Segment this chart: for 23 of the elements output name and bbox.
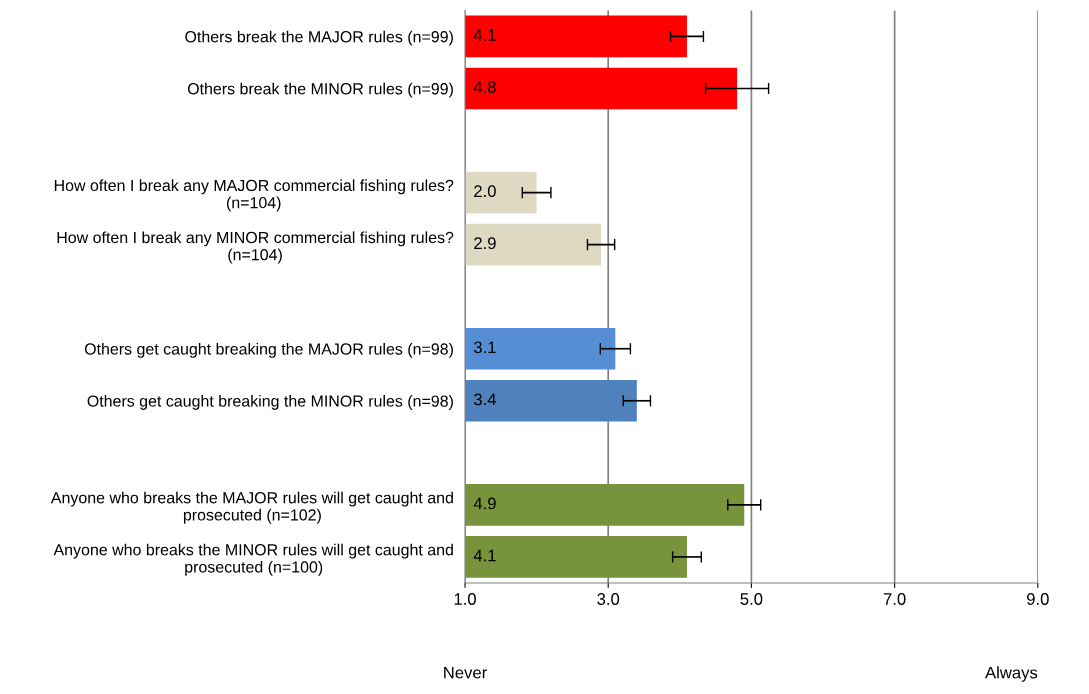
x-tick-label: 9.0	[1027, 593, 1049, 605]
data-label: 4.1	[473, 549, 496, 562]
x-tick-label: 7.0	[883, 593, 906, 605]
y-tick-label: Anyone who breaks the MINOR rules will get caught and prosecuted (n=100)	[53, 543, 453, 576]
data-label: 4.8	[473, 81, 496, 93]
data-label: 3.1	[473, 341, 496, 354]
data-label: 3.4	[473, 393, 497, 406]
y-tick-label: Others break the MAJOR rules (n=99)	[185, 30, 453, 46]
text: Never	[444, 666, 487, 679]
x-tick-label: 1.0	[454, 593, 476, 605]
data-label: 2.0	[474, 185, 496, 198]
data-label: 4.1	[473, 29, 496, 41]
y-tick-label: Others get caught breaking the MINOR rules (n=98)	[87, 395, 453, 410]
y-tick-label: Others get caught breaking the MAJOR rules (n=98)	[84, 342, 453, 358]
x-tick-label: 5.0	[740, 593, 763, 605]
y-tick-label: Anyone who breaks the MAJOR rules will get caught and prosecuted (n=102)	[50, 491, 453, 524]
data-label: 2.9	[474, 237, 496, 250]
text: Always	[985, 666, 1038, 682]
y-tick-label: How often I break any MINOR commercial fishing rules? (n=104)	[57, 231, 454, 264]
y-tick-label: How often I break any MAJOR commercial fishing rules? (n=104)	[54, 179, 454, 212]
y-tick-label: Others break the MINOR rules (n=99)	[187, 82, 453, 98]
data-label: 4.9	[473, 497, 496, 510]
x-tick-label: 3.0	[597, 593, 620, 605]
